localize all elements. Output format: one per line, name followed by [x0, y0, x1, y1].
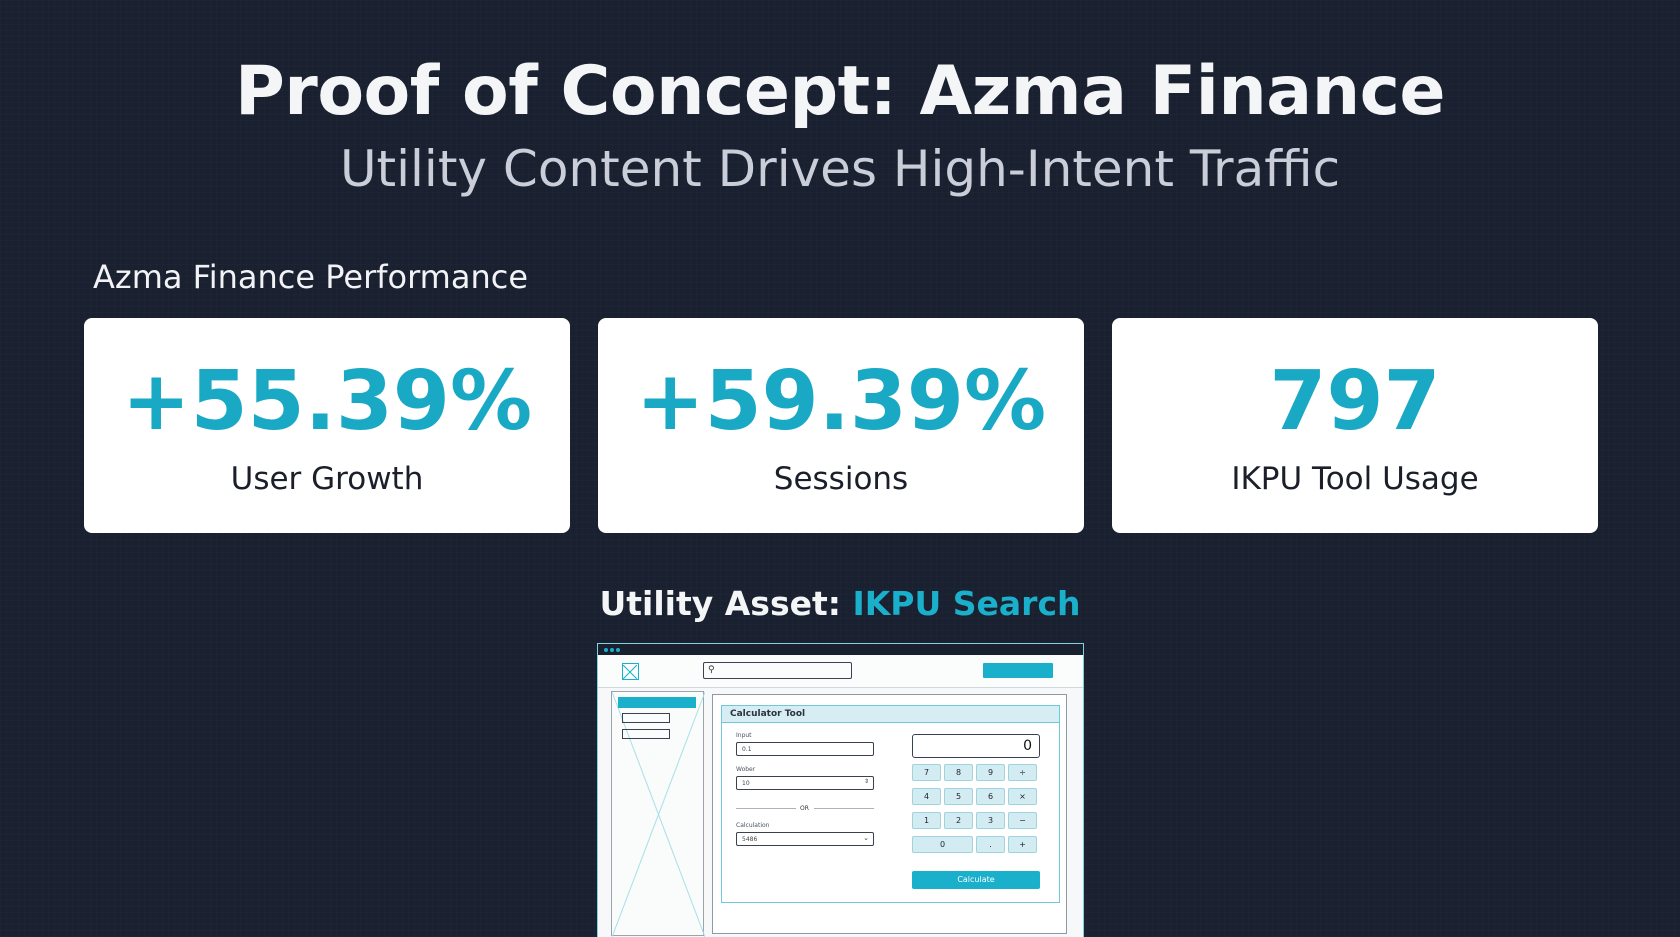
- key-0[interactable]: 0: [912, 836, 973, 853]
- calculate-button[interactable]: Calculate: [912, 871, 1040, 889]
- metric-card-ikpu-tool-usage: 797 IKPU Tool Usage: [1112, 318, 1598, 533]
- key-2[interactable]: 2: [944, 812, 973, 829]
- key-3[interactable]: 3: [976, 812, 1005, 829]
- metric-value: 797: [1269, 353, 1441, 449]
- mockup-sidebar: [611, 691, 705, 937]
- metric-label: Sessions: [773, 460, 909, 497]
- input-label: Input: [736, 732, 752, 739]
- divider: [814, 808, 874, 809]
- header-action-button[interactable]: [983, 663, 1053, 678]
- sidebar-item[interactable]: [622, 713, 670, 723]
- page-title: Proof of Concept: Azma Finance: [234, 52, 1446, 131]
- metric-value: +55.39%: [121, 353, 533, 449]
- key-plus[interactable]: +: [1008, 836, 1037, 853]
- metric-card-sessions: +59.39% Sessions: [598, 318, 1084, 533]
- asset-heading-accent: IKPU Search: [852, 584, 1081, 623]
- sidebar-item-active[interactable]: [618, 697, 696, 708]
- window-dot-icon: [616, 648, 620, 652]
- metric-label: User Growth: [230, 460, 424, 497]
- utility-asset-heading: Utility Asset: IKPU Search: [0, 584, 1680, 623]
- calculation-label: Calculation: [736, 822, 770, 829]
- asset-heading-prefix: Utility Asset:: [599, 584, 853, 623]
- main-panel: Calculator Tool Input 0.1 Wober 10 ⇕ OR …: [712, 694, 1067, 934]
- logo-placeholder-icon: [622, 663, 639, 680]
- page-subtitle: Utility Content Drives High-Intent Traff…: [339, 140, 1341, 198]
- key-1[interactable]: 1: [912, 812, 941, 829]
- window-dot-icon: [604, 648, 608, 652]
- metric-value: +59.39%: [635, 353, 1047, 449]
- mockup-topbar: ⚲: [598, 655, 1083, 688]
- key-decimal[interactable]: .: [976, 836, 1005, 853]
- divider: [736, 808, 796, 809]
- key-8[interactable]: 8: [944, 764, 973, 781]
- window-dot-icon: [610, 648, 614, 652]
- number-stepper[interactable]: 10 ⇕: [736, 776, 874, 790]
- or-separator: OR: [800, 805, 809, 812]
- stepper-arrows-icon: ⇕: [863, 778, 869, 785]
- calculator-tool: Calculator Tool Input 0.1 Wober 10 ⇕ OR …: [721, 705, 1060, 903]
- number-value: 10: [742, 780, 750, 787]
- number-label: Wober: [736, 766, 756, 773]
- key-divide[interactable]: ÷: [1008, 764, 1037, 781]
- window-titlebar: [598, 644, 1083, 655]
- search-icon: ⚲: [708, 665, 715, 675]
- calculation-select[interactable]: 5486 ⌄: [736, 832, 874, 846]
- calculator-display: 0: [912, 734, 1040, 758]
- search-input[interactable]: ⚲: [703, 662, 852, 679]
- key-9[interactable]: 9: [976, 764, 1005, 781]
- calculation-value: 5486: [742, 836, 758, 843]
- sidebar-item[interactable]: [622, 729, 670, 739]
- key-minus[interactable]: −: [1008, 812, 1037, 829]
- key-7[interactable]: 7: [912, 764, 941, 781]
- ikpu-tool-mockup: ⚲ Calculator Tool Input 0.1 Wober 10 ⇕ O…: [597, 643, 1084, 937]
- key-4[interactable]: 4: [912, 788, 941, 805]
- key-multiply[interactable]: ×: [1008, 788, 1037, 805]
- performance-section-label: Azma Finance Performance: [93, 258, 529, 296]
- key-5[interactable]: 5: [944, 788, 973, 805]
- metric-label: IKPU Tool Usage: [1231, 460, 1479, 497]
- metric-card-user-growth: +55.39% User Growth: [84, 318, 570, 533]
- calculator-title: Calculator Tool: [722, 706, 1059, 723]
- input-field[interactable]: 0.1: [736, 742, 874, 756]
- chevron-down-icon: ⌄: [863, 834, 869, 842]
- key-6[interactable]: 6: [976, 788, 1005, 805]
- sidebar-placeholder-cross: [612, 692, 705, 937]
